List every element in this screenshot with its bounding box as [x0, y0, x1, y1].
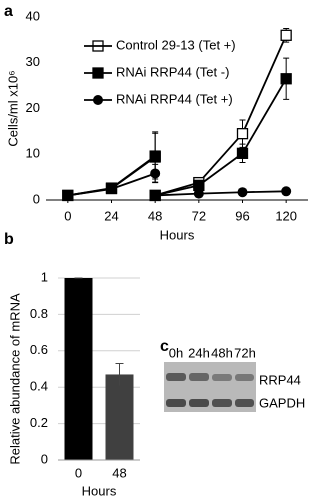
- x-axis-label: Hours: [160, 227, 195, 242]
- legend-label: Control 29-13 (Tet +): [116, 37, 236, 52]
- bar: [64, 278, 93, 460]
- blot-image: [164, 362, 256, 412]
- y-tick-label: 40: [26, 8, 40, 23]
- y-axis-label: Relative abundance of mRNA: [7, 293, 22, 465]
- y-tick-label: 0: [41, 451, 48, 466]
- marker: [149, 151, 161, 163]
- x-tick-label: 0: [75, 465, 82, 480]
- marker: [237, 187, 248, 198]
- x-tick-label: 24: [104, 208, 118, 223]
- x-tick-label: 120: [275, 208, 297, 223]
- series-line: [67, 172, 287, 197]
- marker: [280, 73, 292, 85]
- x-tick-label: 96: [235, 208, 249, 223]
- marker: [281, 186, 292, 197]
- legend-label: RNAi RRP44 (Tet +): [116, 91, 233, 106]
- y-tick-label: 0.8: [30, 306, 48, 321]
- lane-label: 0h: [169, 345, 183, 360]
- lane-label: 72h: [234, 345, 256, 360]
- series-line: [67, 34, 287, 197]
- marker: [150, 190, 161, 201]
- marker: [62, 190, 73, 201]
- legend-label: RNAi RRP44 (Tet -): [116, 64, 229, 79]
- y-axis-label: Cells/ml x10⁶: [5, 70, 20, 146]
- bar: [105, 374, 134, 460]
- y-tick-label: 0.6: [30, 342, 48, 357]
- y-tick-label: 30: [26, 54, 40, 69]
- marker: [150, 168, 161, 179]
- error-bar: [115, 363, 124, 386]
- y-tick-label: 0.2: [30, 415, 48, 430]
- band-label: RRP44: [259, 372, 301, 387]
- lane-label: 48h: [211, 345, 233, 360]
- panel-label: c: [160, 338, 169, 355]
- x-tick-label: 48: [112, 465, 126, 480]
- y-tick-label: 0.4: [30, 379, 48, 394]
- marker: [193, 188, 204, 199]
- x-tick-label: 48: [148, 208, 162, 223]
- y-tick-label: 0: [33, 191, 40, 206]
- x-axis-label: Hours: [82, 483, 117, 498]
- y-tick-label: 1: [41, 269, 48, 284]
- band-label: GAPDH: [259, 395, 305, 410]
- lane-label: 24h: [188, 345, 210, 360]
- y-tick-label: 10: [26, 146, 40, 161]
- y-tick-label: 20: [26, 100, 40, 115]
- marker: [236, 128, 249, 140]
- marker: [106, 184, 117, 195]
- x-tick-label: 72: [192, 208, 206, 223]
- marker: [236, 147, 249, 159]
- panel-label: a: [4, 3, 13, 20]
- marker: [280, 29, 292, 41]
- panel-label: b: [4, 231, 14, 248]
- x-tick-label: 0: [64, 208, 71, 223]
